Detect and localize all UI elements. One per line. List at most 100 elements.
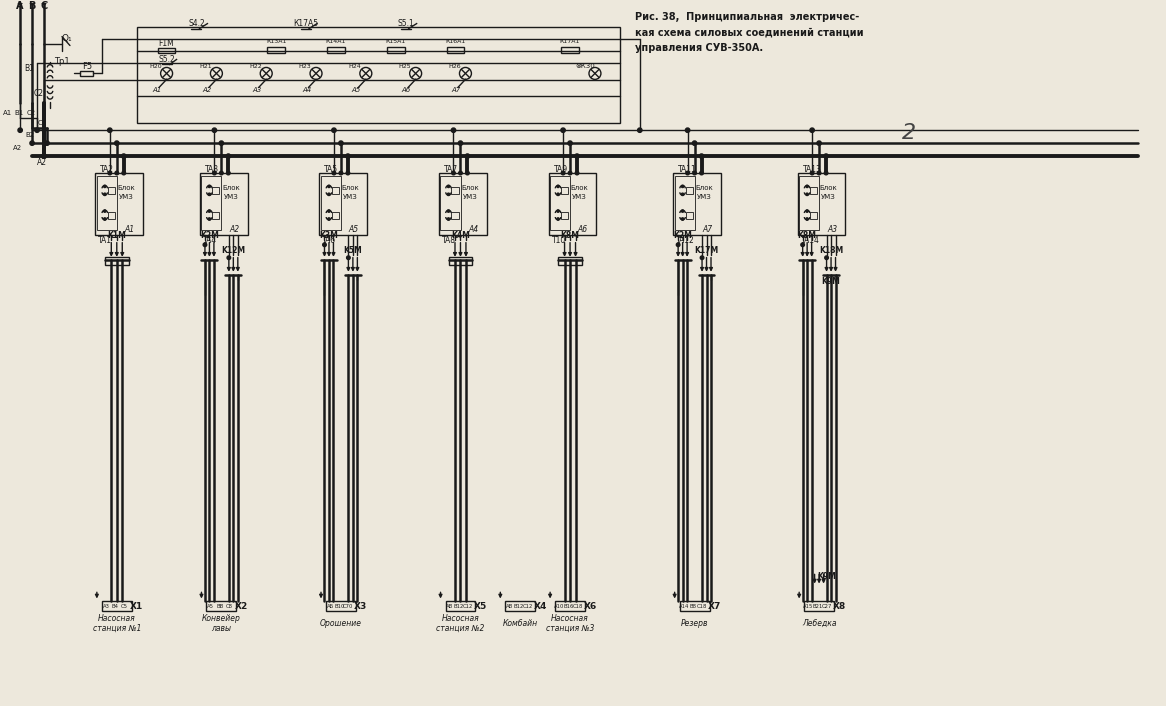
Bar — [550, 176, 570, 230]
Text: S5.1: S5.1 — [398, 18, 414, 28]
Bar — [96, 173, 143, 235]
Text: Блок: Блок — [695, 186, 714, 191]
Text: K18M: K18M — [819, 246, 843, 255]
Text: 2: 2 — [901, 123, 915, 143]
Text: АБ: АБ — [326, 604, 335, 609]
Text: B: B — [28, 1, 36, 11]
Text: A5: A5 — [349, 225, 359, 234]
Circle shape — [30, 141, 34, 145]
Text: ВВ: ВВ — [216, 604, 224, 609]
Text: УМЗ: УМЗ — [343, 193, 358, 200]
Circle shape — [328, 210, 330, 213]
Circle shape — [104, 218, 106, 220]
Text: С5: С5 — [121, 604, 128, 609]
Circle shape — [557, 185, 560, 188]
Circle shape — [701, 256, 704, 260]
Text: TA5: TA5 — [324, 165, 338, 174]
Text: TA3: TA3 — [205, 165, 219, 174]
Text: H20: H20 — [149, 64, 162, 69]
Circle shape — [104, 193, 106, 196]
Circle shape — [465, 172, 469, 175]
Text: A5: A5 — [352, 87, 361, 93]
Bar — [559, 257, 582, 265]
Bar — [561, 212, 568, 219]
Text: К17А1: К17А1 — [560, 39, 581, 44]
Circle shape — [227, 256, 231, 260]
Text: А10: А10 — [554, 604, 564, 609]
Circle shape — [346, 172, 350, 175]
Circle shape — [824, 154, 828, 158]
Bar — [105, 257, 128, 265]
Circle shape — [219, 141, 224, 145]
Circle shape — [209, 185, 211, 188]
Circle shape — [42, 154, 47, 158]
Circle shape — [448, 185, 450, 188]
Text: H26: H26 — [448, 64, 461, 69]
Bar — [561, 47, 580, 53]
Circle shape — [561, 128, 566, 133]
Text: Блок: Блок — [820, 186, 837, 191]
Text: TA14: TA14 — [801, 236, 820, 245]
Text: С12: С12 — [463, 604, 473, 609]
Circle shape — [806, 210, 808, 213]
Circle shape — [810, 128, 814, 133]
Circle shape — [226, 154, 231, 158]
Circle shape — [817, 172, 821, 175]
Circle shape — [806, 193, 808, 196]
Text: Резерв: Резерв — [681, 619, 708, 628]
Text: F5: F5 — [82, 62, 92, 71]
Text: A4: A4 — [302, 87, 311, 93]
Text: A2: A2 — [13, 145, 22, 151]
Circle shape — [686, 172, 689, 175]
Text: УМЗ: УМЗ — [697, 193, 711, 200]
Text: H21: H21 — [199, 64, 212, 69]
Circle shape — [681, 210, 683, 213]
Text: Блок: Блок — [342, 186, 359, 191]
Text: Конвейер
лавы: Конвейер лавы — [202, 614, 241, 633]
Text: К17А5: К17А5 — [294, 18, 318, 28]
Text: В4: В4 — [112, 604, 119, 609]
Circle shape — [328, 218, 330, 220]
Text: C2: C2 — [34, 89, 44, 98]
Bar — [97, 176, 117, 230]
Text: A7: A7 — [451, 87, 461, 93]
Text: A: A — [16, 1, 23, 11]
Bar — [805, 602, 834, 611]
Text: Блок: Блок — [570, 186, 589, 191]
Circle shape — [108, 172, 112, 175]
Circle shape — [104, 185, 106, 188]
Text: B2: B2 — [26, 132, 35, 138]
Text: ⊗К30: ⊗К30 — [575, 64, 595, 69]
Circle shape — [115, 172, 119, 175]
Circle shape — [448, 210, 450, 213]
Bar — [451, 187, 458, 194]
Text: УМЗ: УМЗ — [573, 193, 586, 200]
Text: Q₁: Q₁ — [62, 34, 72, 43]
Text: K8M: K8M — [798, 231, 816, 240]
Text: K9M: K9M — [822, 277, 841, 286]
Text: В16: В16 — [563, 604, 574, 609]
Text: А5: А5 — [208, 604, 215, 609]
Text: Рис. 38,  Принципиальная  электричес-: Рис. 38, Принципиальная электричес- — [634, 11, 859, 22]
Text: В8: В8 — [689, 604, 696, 609]
Bar — [438, 173, 486, 235]
Circle shape — [203, 243, 206, 246]
Bar — [387, 47, 405, 53]
Text: В12: В12 — [454, 604, 464, 609]
Text: Насосная
станция №2: Насосная станция №2 — [436, 614, 485, 633]
Bar — [202, 176, 222, 230]
Text: A4: A4 — [469, 225, 478, 234]
Text: B1: B1 — [14, 110, 23, 116]
Text: A6: A6 — [578, 225, 588, 234]
Text: А3: А3 — [103, 604, 110, 609]
Circle shape — [561, 172, 564, 175]
Circle shape — [209, 210, 211, 213]
Circle shape — [19, 1, 22, 4]
Circle shape — [806, 218, 808, 220]
Bar — [810, 187, 817, 194]
Text: K3M: K3M — [319, 231, 338, 240]
Bar — [332, 212, 339, 219]
Text: A2: A2 — [37, 157, 47, 167]
Circle shape — [107, 128, 112, 133]
Bar — [212, 187, 219, 194]
